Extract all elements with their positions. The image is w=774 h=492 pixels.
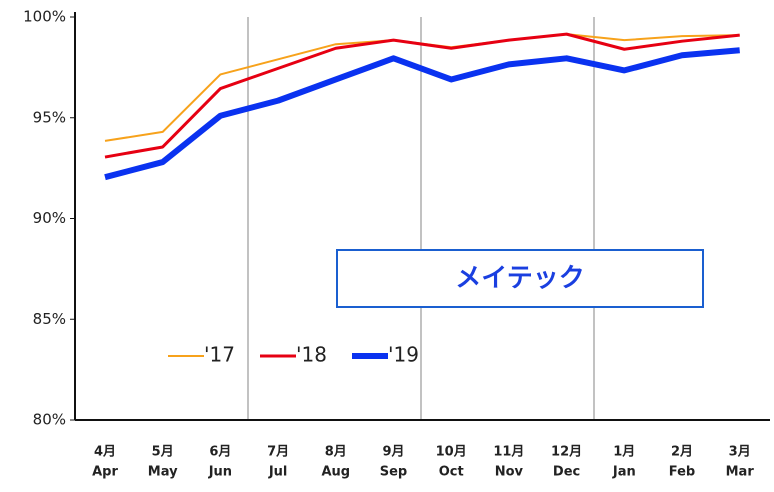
x-tick-label-en: Sep [380, 465, 408, 480]
x-tick-label: 10月 [436, 445, 467, 460]
x-tick-label: 6月 [209, 445, 231, 460]
x-tick-label-en: Jan [612, 465, 636, 480]
x-tick-label-en: Apr [92, 465, 118, 480]
y-tick-label: 100% [23, 8, 66, 26]
x-tick-label: 1月 [613, 445, 635, 460]
x-tick-label: 3月 [729, 445, 751, 460]
legend-label: '18 [296, 343, 327, 367]
x-tick-label-en: Feb [669, 465, 695, 480]
x-tick-label: 2月 [671, 445, 693, 460]
x-tick-label-en: Nov [495, 465, 524, 480]
y-tick-label: 85% [33, 310, 66, 328]
series-line [104, 33, 740, 142]
x-tick-label: 8月 [325, 445, 347, 460]
x-tick-label-en: Aug [321, 465, 350, 480]
x-tick-label: 7月 [267, 445, 289, 460]
y-tick-label: 80% [33, 411, 66, 429]
y-tick-label: 90% [33, 209, 66, 227]
legend-label: '17 [204, 343, 235, 367]
y-tick-label: 95% [33, 108, 66, 126]
x-tick-label-en: May [148, 465, 178, 480]
annotation: メイテック [455, 264, 584, 294]
series-line [104, 32, 740, 159]
x-tick-label-en: Oct [439, 465, 464, 480]
x-tick-label-en: Jun [208, 465, 232, 480]
x-tick-label-en: Jul [268, 465, 288, 480]
x-tick-label: 11月 [493, 445, 524, 460]
x-tick-label: 12月 [551, 445, 582, 460]
x-tick-label: 9月 [382, 445, 404, 460]
x-tick-label: 4月 [94, 445, 116, 460]
x-tick-label-en: Mar [726, 465, 755, 480]
series-line [104, 47, 740, 181]
annotation-box [336, 249, 704, 308]
x-tick-label-en: Dec [553, 465, 580, 480]
x-tick-label: 5月 [152, 445, 174, 460]
legend-label: '19 [388, 343, 419, 367]
